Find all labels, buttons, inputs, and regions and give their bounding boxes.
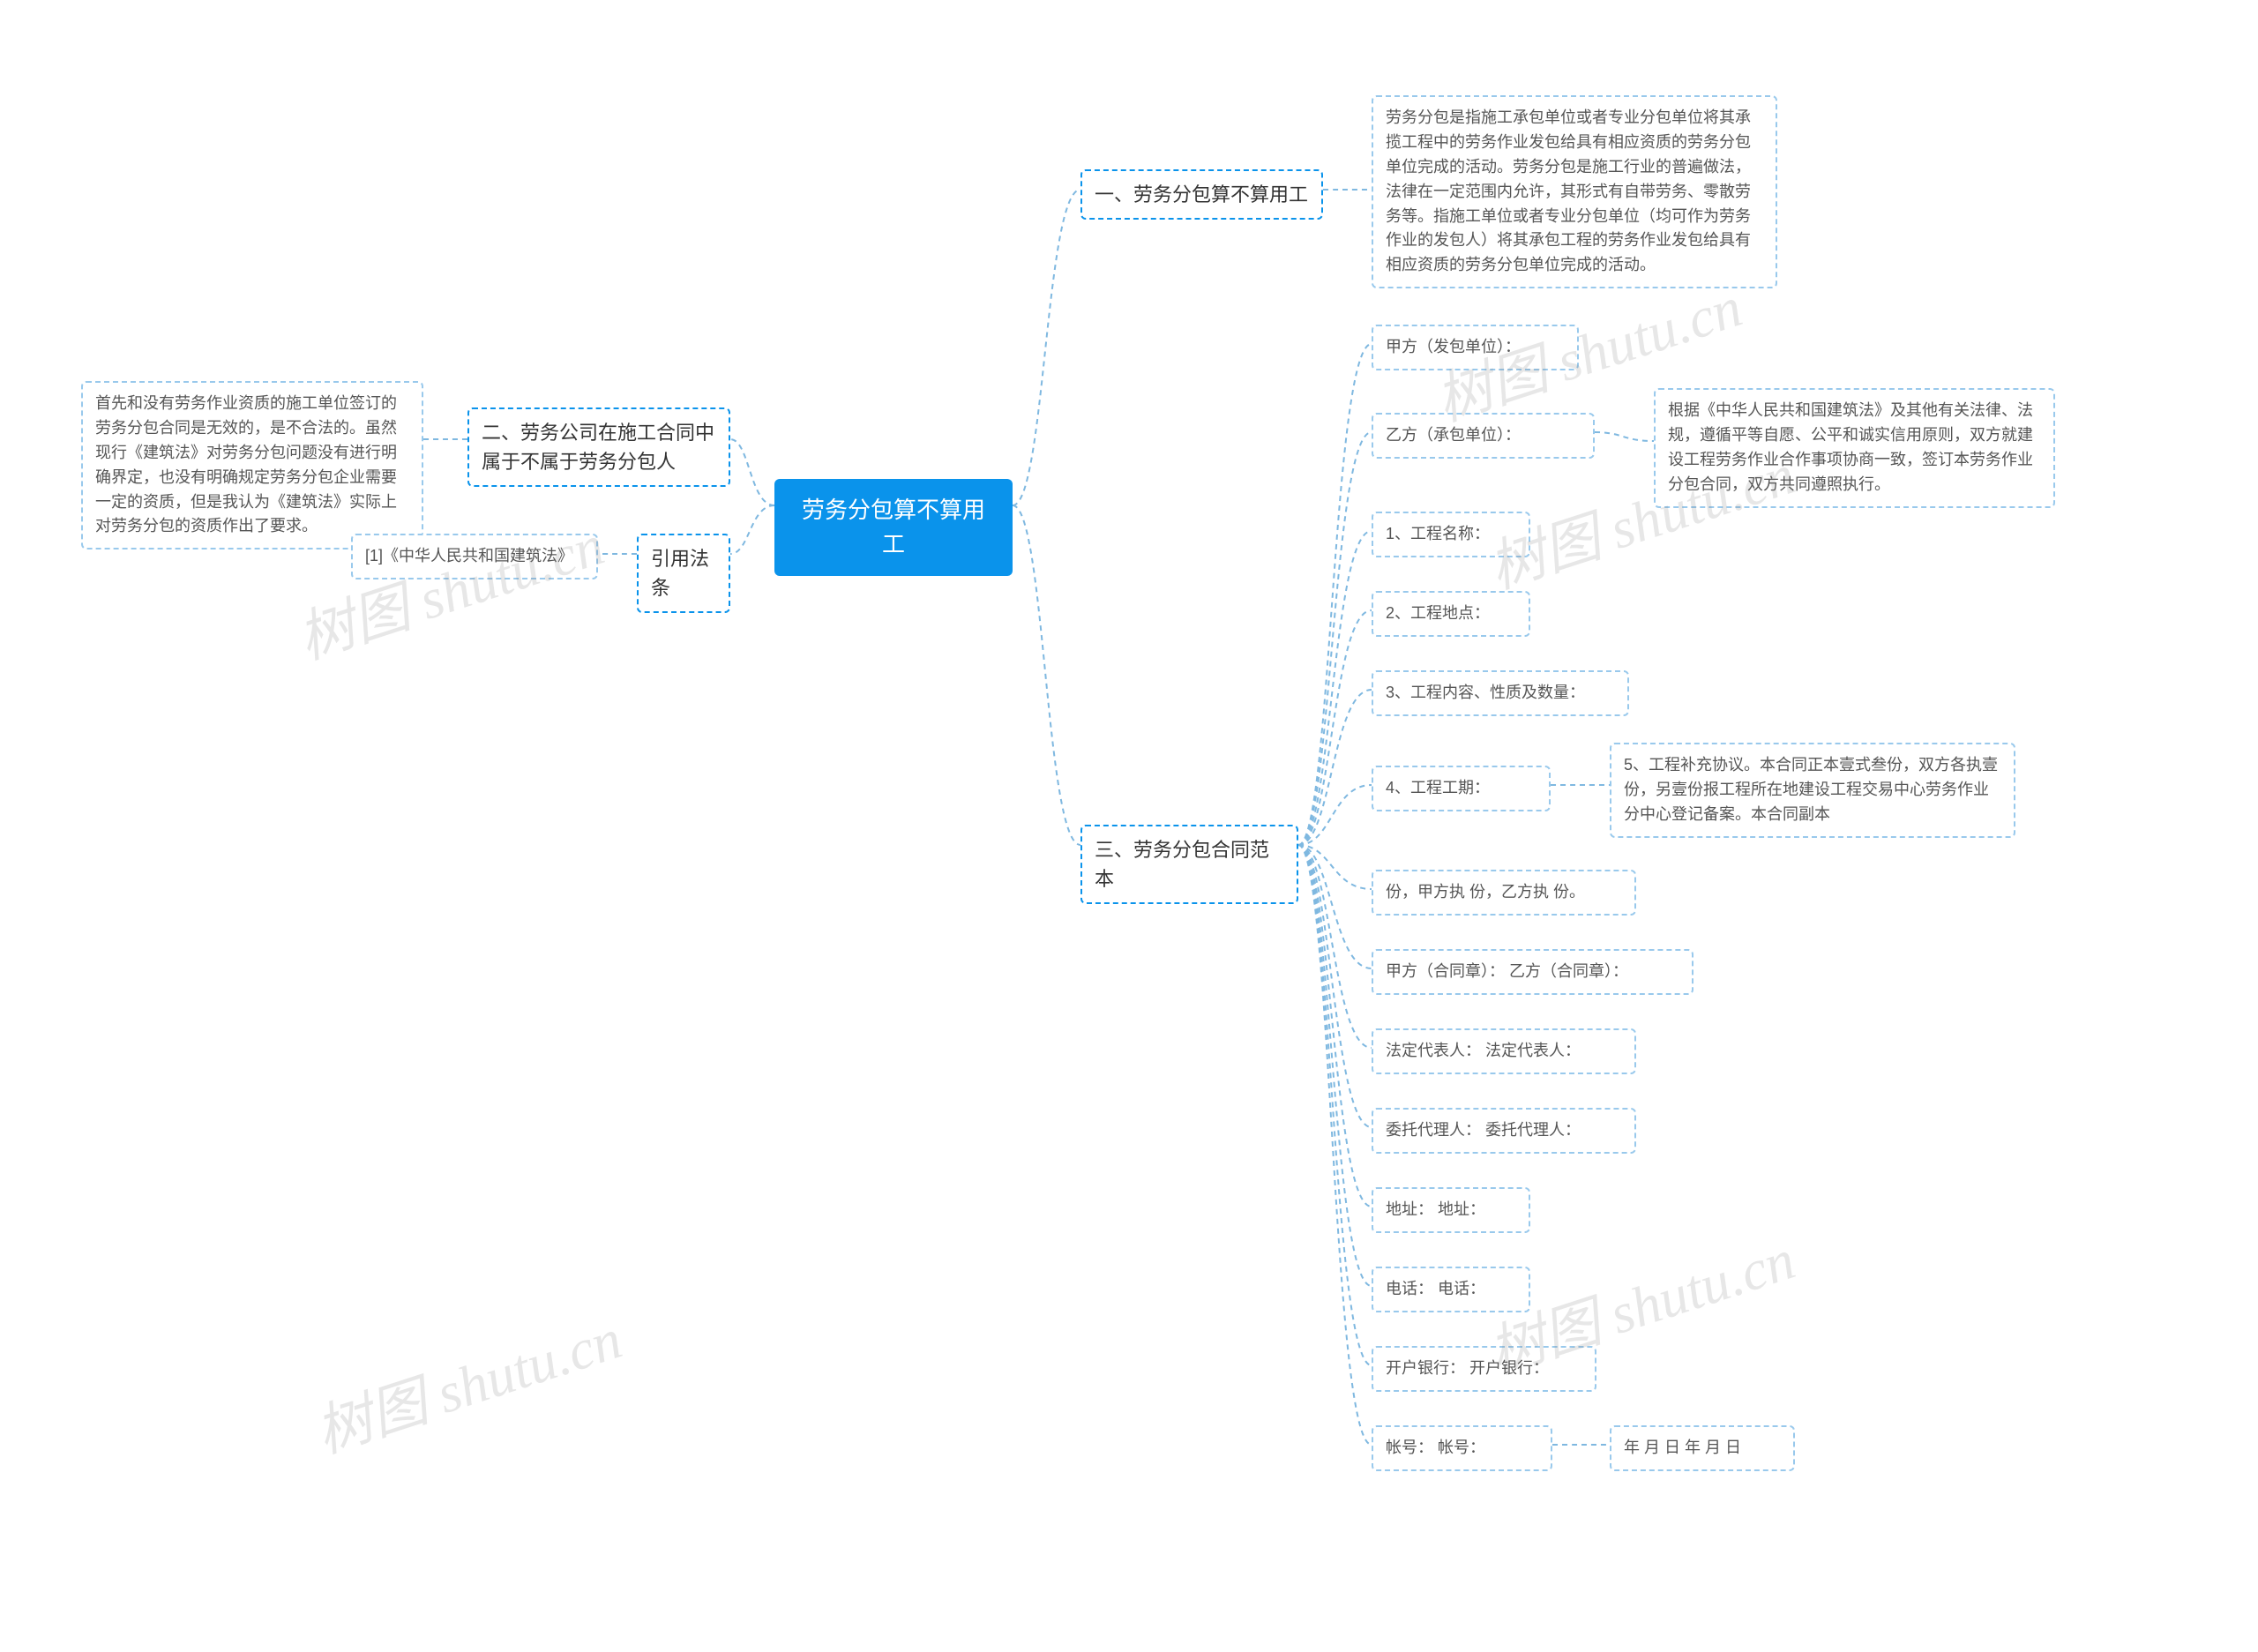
branch-label: 三、劳务分包合同范本 — [1095, 839, 1269, 890]
leaf-text: 4、工程工期： — [1386, 779, 1490, 796]
leaf-seals[interactable]: 甲方（合同章）： 乙方（合同章）： — [1372, 949, 1694, 995]
leaf-text: 委托代理人： 委托代理人： — [1386, 1121, 1581, 1139]
leaf-text: [1]《中华人民共和国建筑法》 — [365, 547, 573, 564]
watermark: 树图 shutu.cn — [304, 1294, 631, 1469]
leaf-text: 1、工程名称： — [1386, 525, 1490, 542]
branch-left-2[interactable]: 引用法条 — [637, 534, 730, 613]
branch-label: 二、劳务公司在施工合同中属于不属于劳务分包人 — [482, 422, 714, 473]
branch-label: 一、劳务分包算不算用工 — [1095, 183, 1308, 206]
leaf-text: 甲方（发包单位）： — [1386, 338, 1521, 355]
leaf-item1[interactable]: 1、工程名称： — [1372, 512, 1530, 557]
leaf-item5-desc[interactable]: 5、工程补充协议。本合同正本壹式叁份，双方各执壹份，另壹份报工程所在地建设工程交… — [1610, 743, 2015, 838]
root-label: 劳务分包算不算用工 — [802, 497, 985, 557]
leaf-agent[interactable]: 委托代理人： 委托代理人： — [1372, 1108, 1636, 1154]
leaf-l1-1[interactable]: 首先和没有劳务作业资质的施工单位签订的劳务分包合同是无效的，是不合法的。虽然现行… — [81, 381, 423, 549]
branch-label: 引用法条 — [651, 548, 709, 599]
leaf-yifang-desc[interactable]: 根据《中华人民共和国建筑法》及其他有关法律、法规，遵循平等自愿、公平和诚实信用原… — [1654, 388, 2055, 508]
leaf-r1-1[interactable]: 劳务分包是指施工承包单位或者专业分包单位将其承揽工程中的劳务作业发包给具有相应资… — [1372, 95, 1777, 288]
leaf-text: 年 月 日 年 月 日 — [1624, 1439, 1741, 1456]
leaf-date[interactable]: 年 月 日 年 月 日 — [1610, 1425, 1795, 1471]
leaf-text: 首先和没有劳务作业资质的施工单位签订的劳务分包合同是无效的，是不合法的。虽然现行… — [95, 394, 397, 534]
leaf-item4[interactable]: 4、工程工期： — [1372, 766, 1551, 811]
leaf-address[interactable]: 地址： 地址： — [1372, 1187, 1530, 1233]
leaf-item2[interactable]: 2、工程地点： — [1372, 591, 1530, 637]
leaf-text: 帐号： 帐号： — [1386, 1439, 1485, 1456]
leaf-text: 份，甲方执 份，乙方执 份。 — [1386, 883, 1585, 901]
leaf-text: 电话： 电话： — [1386, 1280, 1485, 1297]
leaf-yifang[interactable]: 乙方（承包单位）： — [1372, 413, 1595, 459]
leaf-bank[interactable]: 开户银行： 开户银行： — [1372, 1346, 1596, 1392]
leaf-text: 根据《中华人民共和国建筑法》及其他有关法律、法规，遵循平等自愿、公平和诚实信用原… — [1668, 401, 2033, 493]
leaf-text: 乙方（承包单位）： — [1386, 426, 1521, 444]
leaf-text: 2、工程地点： — [1386, 604, 1490, 622]
branch-left-1[interactable]: 二、劳务公司在施工合同中属于不属于劳务分包人 — [467, 407, 730, 487]
leaf-text: 开户银行： 开户银行： — [1386, 1359, 1549, 1377]
leaf-text: 劳务分包是指施工承包单位或者专业分包单位将其承揽工程中的劳务作业发包给具有相应资… — [1386, 108, 1751, 273]
leaf-text: 地址： 地址： — [1386, 1200, 1485, 1218]
leaf-copies[interactable]: 份，甲方执 份，乙方执 份。 — [1372, 870, 1636, 916]
leaf-l2-1[interactable]: [1]《中华人民共和国建筑法》 — [351, 534, 598, 579]
leaf-jiafang[interactable]: 甲方（发包单位）： — [1372, 325, 1579, 370]
root-node[interactable]: 劳务分包算不算用工 — [774, 479, 1013, 576]
leaf-text: 5、工程补充协议。本合同正本壹式叁份，双方各执壹份，另壹份报工程所在地建设工程交… — [1624, 756, 1998, 823]
leaf-account[interactable]: 帐号： 帐号： — [1372, 1425, 1552, 1471]
leaf-text: 3、工程内容、性质及数量： — [1386, 684, 1585, 701]
leaf-text: 甲方（合同章）： 乙方（合同章）： — [1386, 962, 1628, 980]
leaf-item3[interactable]: 3、工程内容、性质及数量： — [1372, 670, 1629, 716]
leaf-text: 法定代表人： 法定代表人： — [1386, 1042, 1581, 1059]
leaf-phone[interactable]: 电话： 电话： — [1372, 1267, 1530, 1312]
leaf-legal[interactable]: 法定代表人： 法定代表人： — [1372, 1028, 1636, 1074]
branch-right-1[interactable]: 一、劳务分包算不算用工 — [1080, 169, 1323, 220]
branch-right-2[interactable]: 三、劳务分包合同范本 — [1080, 825, 1298, 904]
